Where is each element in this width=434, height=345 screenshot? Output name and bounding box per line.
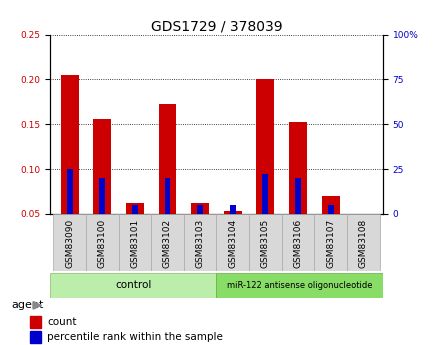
Title: GDS1729 / 378039: GDS1729 / 378039 <box>150 19 282 33</box>
Bar <box>321 196 339 214</box>
Bar <box>294 178 300 214</box>
Bar <box>132 205 138 214</box>
Text: GSM83100: GSM83100 <box>98 218 106 268</box>
Bar <box>164 178 170 214</box>
Text: agent: agent <box>11 300 43 310</box>
Text: GSM83102: GSM83102 <box>163 218 171 268</box>
Bar <box>151 214 184 271</box>
Text: miR-122 antisense oligonucleotide: miR-122 antisense oligonucleotide <box>227 281 372 290</box>
Bar <box>314 214 346 271</box>
Bar <box>93 119 111 214</box>
Bar <box>86 214 118 271</box>
Bar <box>288 122 306 214</box>
Text: GSM83104: GSM83104 <box>228 218 237 268</box>
Text: GSM83105: GSM83105 <box>260 218 269 268</box>
Bar <box>125 203 144 214</box>
Bar <box>118 214 151 271</box>
Bar <box>158 105 176 214</box>
Bar <box>229 205 235 214</box>
Bar <box>216 273 382 298</box>
Bar <box>223 211 241 214</box>
Text: count: count <box>47 317 76 327</box>
Text: percentile rank within the sample: percentile rank within the sample <box>47 332 223 342</box>
Bar <box>262 175 268 214</box>
Bar <box>249 214 281 271</box>
Bar <box>216 214 249 271</box>
Bar <box>184 214 216 271</box>
Text: GSM83107: GSM83107 <box>326 218 334 268</box>
Bar <box>30 315 41 328</box>
Text: GSM83101: GSM83101 <box>130 218 139 268</box>
Bar <box>256 79 274 214</box>
Bar <box>346 214 379 271</box>
Bar <box>50 273 216 298</box>
Text: GSM83103: GSM83103 <box>195 218 204 268</box>
Text: GSM83108: GSM83108 <box>358 218 367 268</box>
Bar <box>191 203 209 214</box>
Bar <box>60 75 79 214</box>
Bar <box>281 214 314 271</box>
Text: GSM83090: GSM83090 <box>65 218 74 268</box>
Bar <box>30 331 41 344</box>
Bar <box>99 178 105 214</box>
Text: control: control <box>115 280 151 290</box>
Bar <box>197 205 203 214</box>
Bar <box>327 205 333 214</box>
Text: GSM83106: GSM83106 <box>293 218 302 268</box>
Bar <box>66 169 72 214</box>
Bar <box>53 214 86 271</box>
